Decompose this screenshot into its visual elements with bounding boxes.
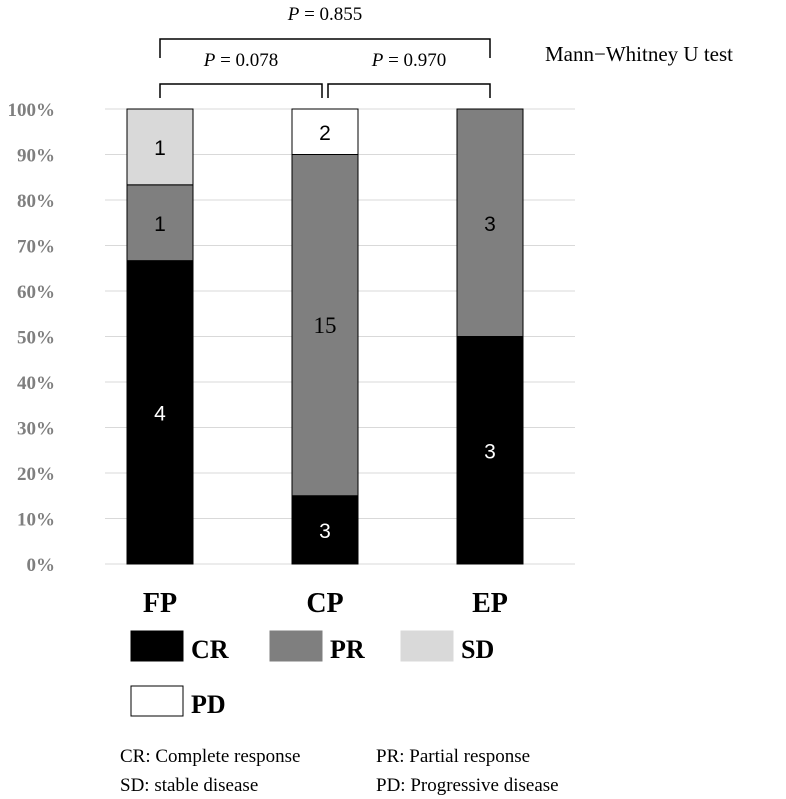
data-label: 15 [314, 313, 337, 338]
legend-swatch-cr [130, 630, 184, 662]
data-label: 3 [484, 213, 496, 236]
p-value: = 0.855 [299, 4, 362, 25]
legend-label: SD [461, 635, 494, 664]
p-value-label: P = 0.078 [203, 50, 279, 71]
legend-label: PD [191, 690, 226, 719]
legend-swatch-pr [269, 630, 323, 662]
significance-bracket [327, 83, 491, 98]
data-label: 1 [154, 213, 166, 236]
bar-segment-cr [291, 495, 359, 565]
y-tick-label: 90% [17, 146, 55, 167]
abbreviation-note: CR: Complete response [120, 746, 300, 767]
p-value: = 0.970 [383, 50, 446, 71]
data-label: 3 [484, 440, 496, 463]
bar-segment-pr [291, 154, 359, 497]
data-label: 4 [154, 402, 166, 425]
x-axis: FP CP EP [143, 588, 508, 619]
legend: CR PR SD PD [130, 630, 494, 719]
category-label: FP [143, 588, 177, 619]
legend-label: PR [330, 635, 365, 664]
significance-bracket [159, 83, 323, 98]
bar-segment-sd [126, 108, 194, 186]
p-symbol: P [287, 4, 300, 25]
y-tick-label: 50% [17, 328, 55, 349]
bar-segment-pr [456, 108, 524, 337]
data-label: 2 [319, 122, 331, 145]
test-name: Mann−Whitney U test [545, 42, 733, 66]
y-tick-label: 20% [17, 464, 55, 485]
p-value-label: P = 0.855 [287, 4, 363, 25]
legend-label: CR [191, 635, 229, 664]
category-label: CP [306, 588, 343, 619]
abbreviation-note: SD: stable disease [120, 775, 258, 796]
legend-swatch-pd [130, 685, 184, 717]
y-tick-label: 60% [17, 282, 55, 303]
legend-swatch-sd [400, 630, 454, 662]
bar-segment-cr [456, 336, 524, 565]
significance-bracket [159, 38, 491, 58]
y-tick-label: 80% [17, 191, 55, 212]
y-tick-label: 30% [17, 419, 55, 440]
y-tick-label: 0% [27, 555, 56, 576]
abbreviation-note: PR: Partial response [376, 746, 530, 767]
y-tick-label: 40% [17, 373, 55, 394]
data-label: 1 [154, 137, 166, 160]
y-tick-label: 70% [17, 237, 55, 258]
data-label: 3 [319, 520, 331, 543]
bar-segment-cr [126, 260, 194, 565]
p-symbol: P [203, 50, 216, 71]
abbreviation-note: PD: Progressive disease [376, 775, 559, 796]
p-value: = 0.078 [215, 50, 278, 71]
bar-segment-pd [291, 108, 359, 155]
y-tick-label: 10% [17, 510, 55, 531]
bars: 4 1 1 3 15 2 3 3 [126, 108, 524, 565]
bar-segment-pr [126, 184, 194, 262]
category-label: EP [472, 588, 508, 619]
y-tick-label: 100% [8, 100, 56, 121]
p-value-label: P = 0.970 [371, 50, 447, 71]
y-axis: 0% 10% 20% 30% 40% 50% 60% 70% 80% 90% 100% [8, 100, 56, 576]
p-symbol: P [371, 50, 384, 71]
abbreviations: CR: Complete response PR: Partial respons… [120, 746, 559, 796]
